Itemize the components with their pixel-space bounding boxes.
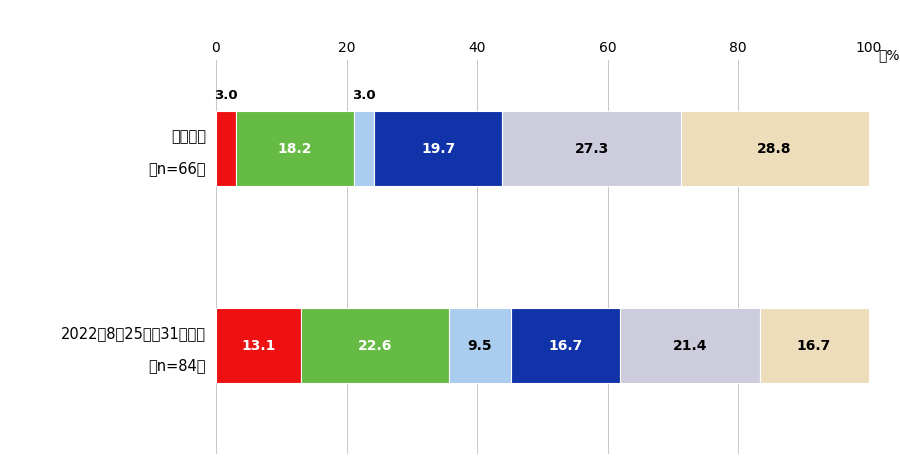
- Bar: [355, 111, 374, 186]
- Bar: [680, 111, 868, 186]
- Text: 16.7: 16.7: [548, 338, 582, 352]
- Text: 19.7: 19.7: [421, 142, 455, 156]
- Bar: [374, 111, 502, 186]
- Text: 3.0: 3.0: [214, 88, 238, 101]
- Text: （n=84）: （n=84）: [148, 358, 206, 373]
- Bar: [760, 308, 868, 383]
- Text: 27.3: 27.3: [574, 142, 608, 156]
- Text: 16.7: 16.7: [796, 338, 831, 352]
- Bar: [511, 308, 620, 383]
- Text: （%）: （%）: [878, 48, 900, 62]
- Text: 22.6: 22.6: [358, 338, 392, 352]
- Text: 28.8: 28.8: [757, 142, 792, 156]
- Bar: [449, 308, 511, 383]
- Bar: [236, 111, 355, 186]
- Bar: [216, 308, 302, 383]
- Text: 9.5: 9.5: [468, 338, 492, 352]
- Bar: [620, 308, 760, 383]
- Text: 21.4: 21.4: [672, 338, 707, 352]
- Text: 13.1: 13.1: [241, 338, 276, 352]
- Bar: [302, 308, 449, 383]
- Text: 今回調査: 今回調査: [171, 130, 206, 144]
- Text: （n=66）: （n=66）: [148, 161, 206, 176]
- Text: 18.2: 18.2: [278, 142, 312, 156]
- Text: 2022年8月25日～31日調査: 2022年8月25日～31日調査: [61, 326, 206, 341]
- Bar: [502, 111, 680, 186]
- Bar: [216, 111, 236, 186]
- Text: 3.0: 3.0: [352, 88, 376, 101]
